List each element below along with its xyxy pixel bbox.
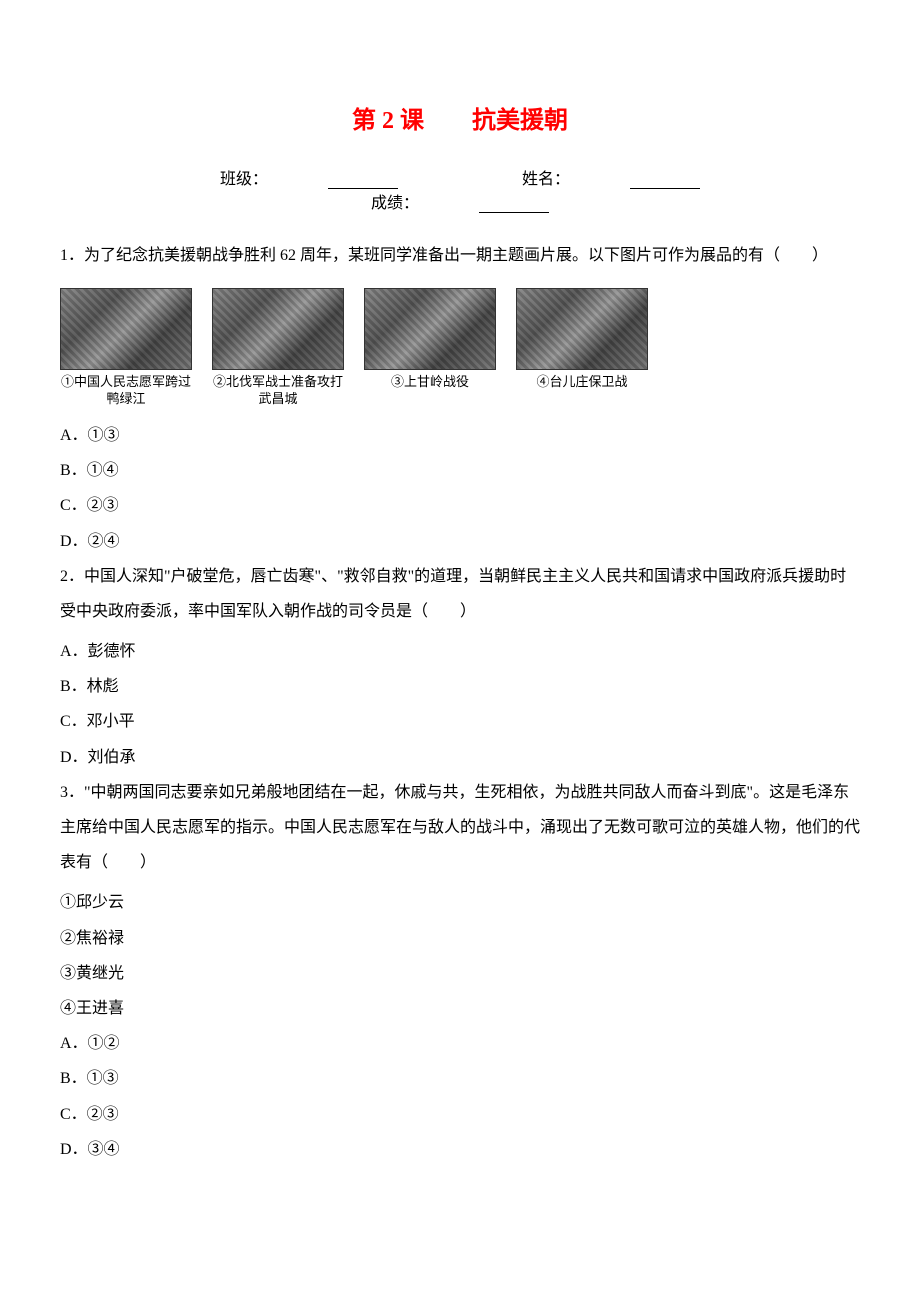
score-blank: [479, 196, 549, 213]
figure-4-caption: ④台儿庄保卫战: [536, 374, 627, 391]
q1-option-a: A．①③: [60, 418, 860, 453]
q1-option-d: D．②④: [60, 524, 860, 559]
q1-option-c: C．②③: [60, 488, 860, 523]
q3-item-4: ④王进喜: [60, 991, 860, 1026]
figure-row: ①中国人民志愿军跨过鸭绿江 ②北伐军战士准备攻打武昌城 ③上甘岭战役 ④台儿庄保…: [60, 288, 860, 408]
q3-item-1: ①邱少云: [60, 885, 860, 920]
figure-1-caption: ①中国人民志愿军跨过鸭绿江: [61, 374, 191, 408]
q1-options: A．①③ B．①④ C．②③ D．②④: [60, 418, 860, 559]
q2-option-c: C．邓小平: [60, 704, 860, 739]
q2-options: A．彭德怀 B．林彪 C．邓小平 D．刘伯承: [60, 634, 860, 775]
class-blank: [328, 172, 398, 189]
score-label: 成绩：: [371, 189, 419, 213]
figure-1-img: [60, 288, 192, 370]
q3-option-c: C．②③: [60, 1097, 860, 1132]
q3-option-d: D．③④: [60, 1132, 860, 1167]
q2-stem: 2．中国人深知"户破堂危，唇亡齿寒"、"救邻自救"的道理，当朝鲜民主主义人民共和…: [60, 559, 860, 629]
name-field: 姓名：: [492, 165, 730, 189]
figure-2: ②北伐军战士准备攻打武昌城: [212, 288, 344, 408]
figure-2-img: [212, 288, 344, 370]
q3-item-2: ②焦裕禄: [60, 921, 860, 956]
q3-item-3: ③黄继光: [60, 956, 860, 991]
q1-option-b: B．①④: [60, 453, 860, 488]
figure-1: ①中国人民志愿军跨过鸭绿江: [60, 288, 192, 408]
header-line: 班级： 姓名： 成绩：: [60, 165, 860, 213]
name-label: 姓名：: [522, 165, 570, 189]
q3-option-a: A．①②: [60, 1026, 860, 1061]
score-field: 成绩：: [341, 189, 579, 213]
class-field: 班级：: [190, 165, 428, 189]
figure-3: ③上甘岭战役: [364, 288, 496, 391]
figure-3-caption: ③上甘岭战役: [391, 374, 469, 391]
figure-4: ④台儿庄保卫战: [516, 288, 648, 391]
q2-option-b: B．林彪: [60, 669, 860, 704]
q2-option-d: D．刘伯承: [60, 740, 860, 775]
q2-option-a: A．彭德怀: [60, 634, 860, 669]
figure-3-img: [364, 288, 496, 370]
q3-option-b: B．①③: [60, 1061, 860, 1096]
q3-items: ①邱少云 ②焦裕禄 ③黄继光 ④王进喜: [60, 885, 860, 1026]
q1-stem: 1．为了纪念抗美援朝战争胜利 62 周年，某班同学准备出一期主题画片展。以下图片…: [60, 238, 860, 273]
figure-4-img: [516, 288, 648, 370]
figure-2-caption: ②北伐军战士准备攻打武昌城: [213, 374, 343, 408]
q3-stem: 3．"中朝两国同志要亲如兄弟般地团结在一起，休戚与共，生死相依，为战胜共同敌人而…: [60, 775, 860, 881]
page-title: 第 2 课 抗美援朝: [60, 100, 860, 135]
q3-options: A．①② B．①③ C．②③ D．③④: [60, 1026, 860, 1167]
name-blank: [630, 172, 700, 189]
class-label: 班级：: [220, 165, 268, 189]
